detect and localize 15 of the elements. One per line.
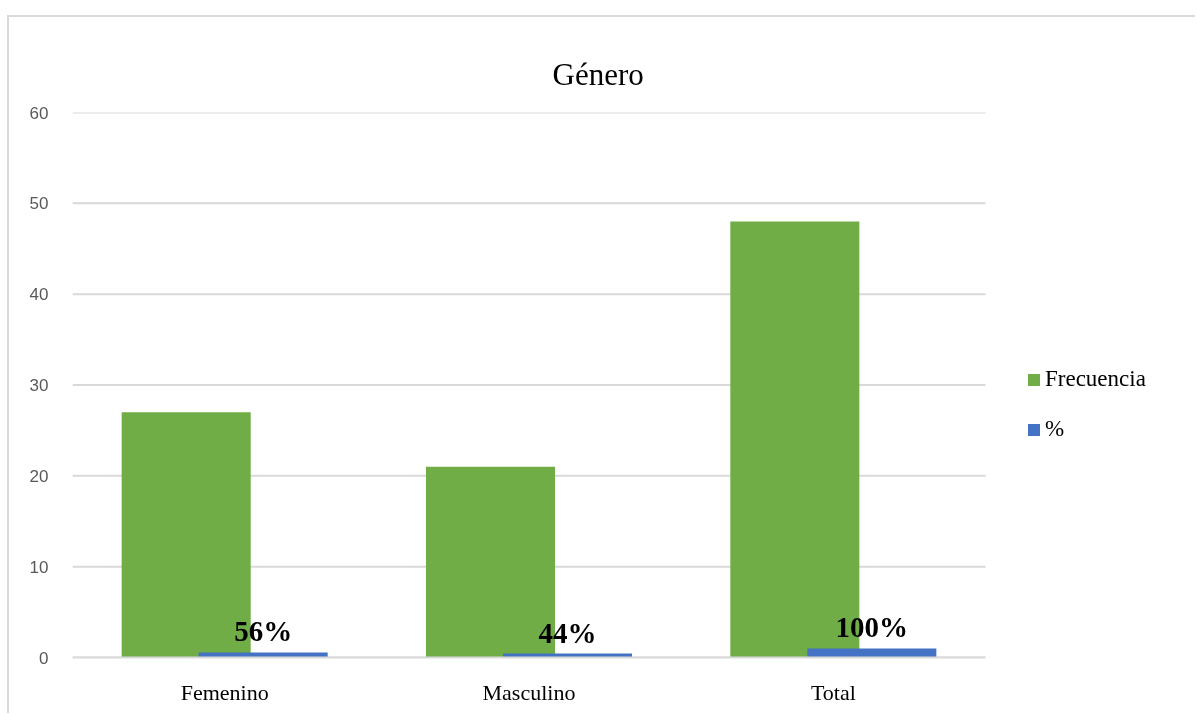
chart-title: Género xyxy=(552,56,644,92)
y-tick-label: 30 xyxy=(29,376,49,395)
y-tick-label: 40 xyxy=(29,285,49,305)
y-tick-label: 50 xyxy=(29,194,49,214)
y-tick-label: 60 xyxy=(29,103,49,123)
legend-label: % xyxy=(1045,416,1065,442)
x-tick-label: Masculino xyxy=(482,679,576,705)
legend-label: Frecuencia xyxy=(1045,366,1146,392)
y-tick-label: 20 xyxy=(29,466,49,486)
bar xyxy=(807,648,937,658)
bar xyxy=(198,652,328,658)
x-tick-label: Femenino xyxy=(180,679,269,705)
y-tick-label: 10 xyxy=(29,557,49,577)
x-tick-label: Total xyxy=(810,679,856,705)
y-tick-label: 0 xyxy=(39,648,49,668)
